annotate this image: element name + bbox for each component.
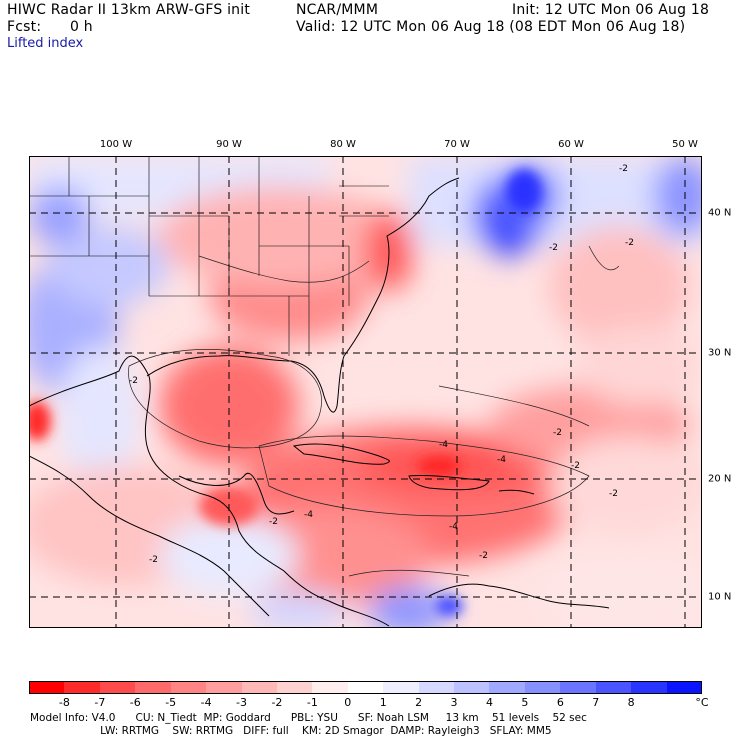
colorbar-tick-label: -7 — [94, 696, 106, 709]
contour-label: -2 — [571, 461, 580, 471]
contour-label: -2 — [625, 238, 634, 248]
colorbar-tick-label: -6 — [129, 696, 141, 709]
colorbar-swatch — [383, 681, 420, 694]
colorbar-tick-label: -2 — [271, 696, 283, 709]
lon-label-50w: 50 W — [672, 139, 698, 150]
organization: NCAR/MMM — [296, 2, 379, 18]
contour-label: -4 — [497, 455, 506, 465]
colorbar-swatch — [99, 681, 136, 694]
contour-label: -2 — [549, 243, 558, 253]
lifted-index-map: -2 -2 -2 -2 -2 -2 -2 -2 -4 -4 -4 -4 -2 -… — [29, 156, 702, 628]
colorbar-swatch — [241, 681, 278, 694]
lon-label-60w: 60 W — [558, 139, 584, 150]
forecast-hour: 0 h — [70, 19, 93, 35]
contour-label: -2 — [149, 555, 158, 565]
model-title: HIWC Radar II 13km ARW-GFS init — [7, 2, 251, 18]
colorbar-swatch — [524, 681, 561, 694]
lat-label-20n: 20 N — [708, 473, 732, 485]
colorbar-swatch — [206, 681, 242, 694]
lat-label-40n: 40 N — [708, 207, 732, 219]
colorbar-tick-label: 7 — [592, 696, 600, 709]
contour-labels: -2 -2 -2 -2 -2 -2 -2 -2 -4 -4 -4 -4 -2 -… — [129, 164, 634, 565]
colorbar-tick-label: 0 — [344, 696, 352, 709]
map-frame — [29, 156, 702, 628]
colorbar-swatch — [631, 681, 668, 694]
colorbar-swatch — [347, 681, 384, 694]
field-name: Lifted index — [7, 36, 84, 51]
colorbar-tick-label: 5 — [521, 696, 529, 709]
colorbar-tick-label: -5 — [165, 696, 177, 709]
colorbar-tick-label: -3 — [236, 696, 247, 709]
model-info-line1: Model Info: V4.0 CU: N_Tiedt MP: Goddard… — [30, 712, 587, 724]
colorbar-swatch — [595, 681, 632, 694]
colorbar-swatch — [666, 681, 703, 694]
lat-label-10n: 10 N — [708, 591, 732, 603]
lat-label-30n: 30 N — [708, 347, 732, 359]
colorbar-unit: °C — [695, 696, 709, 709]
init-time: Init: 12 UTC Mon 06 Aug 18 — [512, 2, 710, 18]
contour-label: -2 — [609, 489, 618, 499]
valid-time: Valid: 12 UTC Mon 06 Aug 18 (08 EDT Mon … — [296, 19, 686, 35]
contour-label: -4 — [449, 522, 458, 532]
model-info-line2: LW: RRTMG SW: RRTMG DIFF: full KM: 2D Sm… — [30, 725, 552, 737]
colorbar-swatch — [135, 681, 172, 694]
colorbar-tick-label: 8 — [627, 696, 635, 709]
colorbar-swatch — [418, 681, 455, 694]
lon-label-100w: 100 W — [99, 139, 133, 150]
contour-label: -2 — [619, 164, 628, 174]
contour-label: -4 — [439, 440, 448, 450]
colorbar-tick-label: 3 — [450, 696, 458, 709]
colorbar-tick-label: 6 — [556, 696, 564, 709]
contour-label: -2 — [129, 376, 138, 386]
colorbar-tick-label: -1 — [306, 696, 318, 709]
colorbar-swatch — [29, 681, 65, 694]
colorbar-swatch — [560, 681, 597, 694]
colorbar-swatch — [312, 681, 349, 694]
colorbar-swatch — [276, 681, 313, 694]
forecast-label: Fcst: — [7, 19, 42, 35]
colorbar-tick-label: -4 — [200, 696, 212, 709]
colorbar-frame — [29, 681, 702, 694]
colorbar-tick-label: 1 — [379, 696, 387, 709]
lon-label-70w: 70 W — [444, 139, 470, 150]
colorbar-tick-label: -8 — [58, 696, 70, 709]
contour-label: -2 — [479, 551, 488, 561]
colorbar-tick-label: 4 — [485, 696, 493, 709]
lon-label-90w: 90 W — [216, 139, 242, 150]
colorbar-tick-label: 2 — [415, 696, 423, 709]
lon-label-80w: 80 W — [330, 139, 356, 150]
contour-label: -4 — [304, 510, 313, 520]
contour-label: -2 — [269, 517, 278, 527]
colorbar-swatch — [489, 681, 526, 694]
colorbar-swatch — [454, 681, 490, 694]
colorbar-swatch — [64, 681, 101, 694]
colorbar-swatch — [170, 681, 207, 694]
coastlines — [29, 177, 610, 627]
contour-label: -2 — [553, 428, 562, 438]
graticule — [29, 156, 702, 628]
